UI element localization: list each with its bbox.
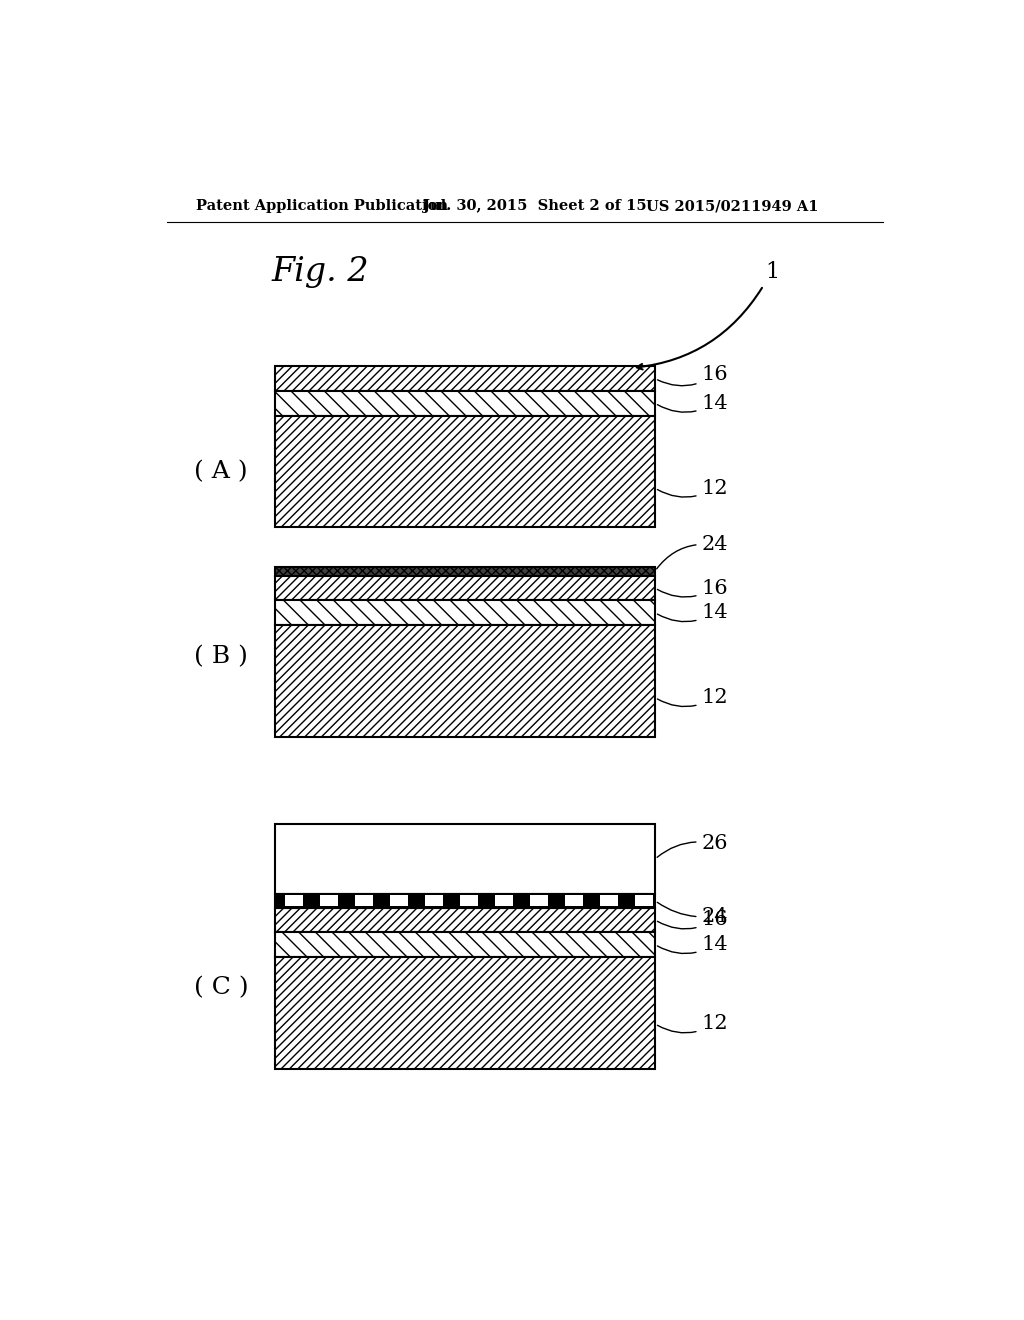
Text: 26: 26 xyxy=(657,834,728,857)
Text: 12: 12 xyxy=(657,1014,728,1034)
Bar xyxy=(275,566,655,576)
Text: Jul. 30, 2015  Sheet 2 of 15: Jul. 30, 2015 Sheet 2 of 15 xyxy=(423,199,646,213)
Text: 14: 14 xyxy=(657,393,728,413)
Text: 14: 14 xyxy=(657,603,728,622)
Bar xyxy=(425,895,443,906)
Text: ( C ): ( C ) xyxy=(194,977,248,999)
Text: 24: 24 xyxy=(656,536,728,569)
Text: 14: 14 xyxy=(657,935,728,954)
Bar xyxy=(529,895,549,906)
Bar xyxy=(275,932,655,957)
Text: 24: 24 xyxy=(657,903,728,925)
Bar xyxy=(564,895,584,906)
Bar xyxy=(599,895,618,906)
Bar xyxy=(275,367,655,391)
Text: 12: 12 xyxy=(657,688,728,708)
Text: ( A ): ( A ) xyxy=(195,459,248,483)
Bar xyxy=(275,894,655,908)
Text: Fig. 2: Fig. 2 xyxy=(271,256,369,288)
Text: 16: 16 xyxy=(657,578,728,598)
Bar xyxy=(354,895,374,906)
Bar xyxy=(275,601,655,626)
Bar xyxy=(275,576,655,601)
Text: ( B ): ( B ) xyxy=(195,644,248,668)
Bar xyxy=(275,908,655,932)
Text: US 2015/0211949 A1: US 2015/0211949 A1 xyxy=(646,199,818,213)
Bar xyxy=(460,895,478,906)
Text: Patent Application Publication: Patent Application Publication xyxy=(197,199,449,213)
Text: 16: 16 xyxy=(657,911,728,929)
Bar xyxy=(275,957,655,1069)
Bar xyxy=(275,391,655,416)
Bar xyxy=(319,895,339,906)
Bar xyxy=(275,626,655,737)
Bar xyxy=(275,825,655,894)
Bar xyxy=(389,895,409,906)
Text: 1: 1 xyxy=(766,261,780,284)
Text: 12: 12 xyxy=(657,479,728,498)
Bar xyxy=(275,416,655,527)
Bar xyxy=(635,895,653,906)
Text: 16: 16 xyxy=(657,366,728,385)
Bar xyxy=(495,895,513,906)
Bar xyxy=(285,895,303,906)
